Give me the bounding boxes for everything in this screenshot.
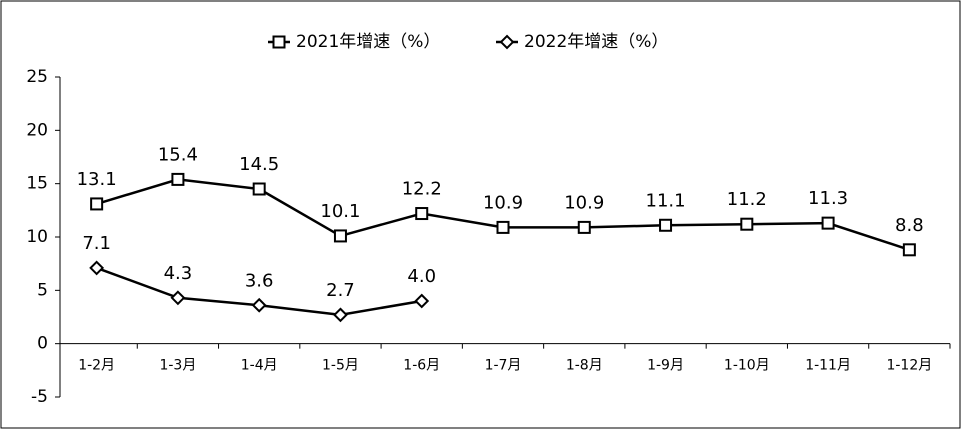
point-marker — [252, 182, 266, 196]
value-label: 10.9 — [483, 192, 523, 213]
point-marker — [496, 220, 510, 234]
point-marker — [171, 172, 185, 186]
point-marker — [170, 290, 186, 306]
legend-label: 2022年增速（%） — [524, 32, 668, 52]
point-marker — [414, 293, 430, 309]
value-label: 4.3 — [164, 263, 193, 284]
value-label: 14.5 — [239, 154, 279, 175]
y-tick-label: -5 — [31, 387, 48, 407]
point-marker — [740, 217, 754, 231]
value-label: 11.1 — [646, 190, 686, 211]
value-label: 10.9 — [564, 192, 604, 213]
x-tick-label: 1-11月 — [805, 358, 851, 374]
point-marker — [89, 260, 105, 276]
y-tick-label: 10 — [26, 227, 48, 247]
value-label: 4.0 — [407, 266, 436, 287]
point-marker — [333, 229, 347, 243]
point-marker — [90, 197, 104, 211]
value-label: 7.1 — [82, 233, 111, 254]
x-tick-label: 1-10月 — [724, 358, 770, 374]
y-tick-label: 5 — [37, 280, 48, 300]
value-label: 8.8 — [895, 215, 924, 236]
value-label: 13.1 — [77, 169, 117, 190]
x-tick-label: 1-4月 — [241, 358, 278, 374]
y-tick-label: 15 — [26, 174, 48, 194]
point-marker — [251, 297, 267, 313]
y-tick-label: 0 — [37, 334, 48, 354]
legend-marker — [499, 34, 515, 50]
value-label: 11.2 — [727, 189, 767, 210]
x-tick-label: 1-2月 — [78, 358, 115, 374]
value-label: 15.4 — [158, 144, 198, 165]
value-label: 12.2 — [402, 179, 442, 200]
x-tick-label: 1-8月 — [566, 358, 603, 374]
y-tick-label: 20 — [26, 120, 48, 140]
point-marker — [333, 307, 348, 323]
x-tick-label: 1-3月 — [159, 358, 196, 374]
point-marker — [902, 243, 916, 257]
point-marker — [659, 218, 673, 232]
value-label: 11.3 — [808, 188, 848, 209]
legend-label: 2021年增速（%） — [296, 32, 440, 52]
y-tick-label: 25 — [26, 67, 48, 87]
x-tick-label: 1-12月 — [886, 358, 932, 374]
point-marker — [821, 216, 835, 230]
legend-marker — [272, 35, 286, 49]
point-marker — [577, 220, 591, 234]
point-marker — [415, 207, 429, 221]
x-tick-label: 1-7月 — [485, 358, 522, 374]
value-label: 10.1 — [320, 201, 360, 222]
value-label: 3.6 — [245, 270, 274, 291]
x-tick-label: 1-5月 — [322, 358, 359, 374]
x-tick-label: 1-6月 — [403, 358, 440, 374]
value-label: 2.7 — [326, 280, 355, 301]
x-tick-label: 1-9月 — [647, 358, 684, 374]
